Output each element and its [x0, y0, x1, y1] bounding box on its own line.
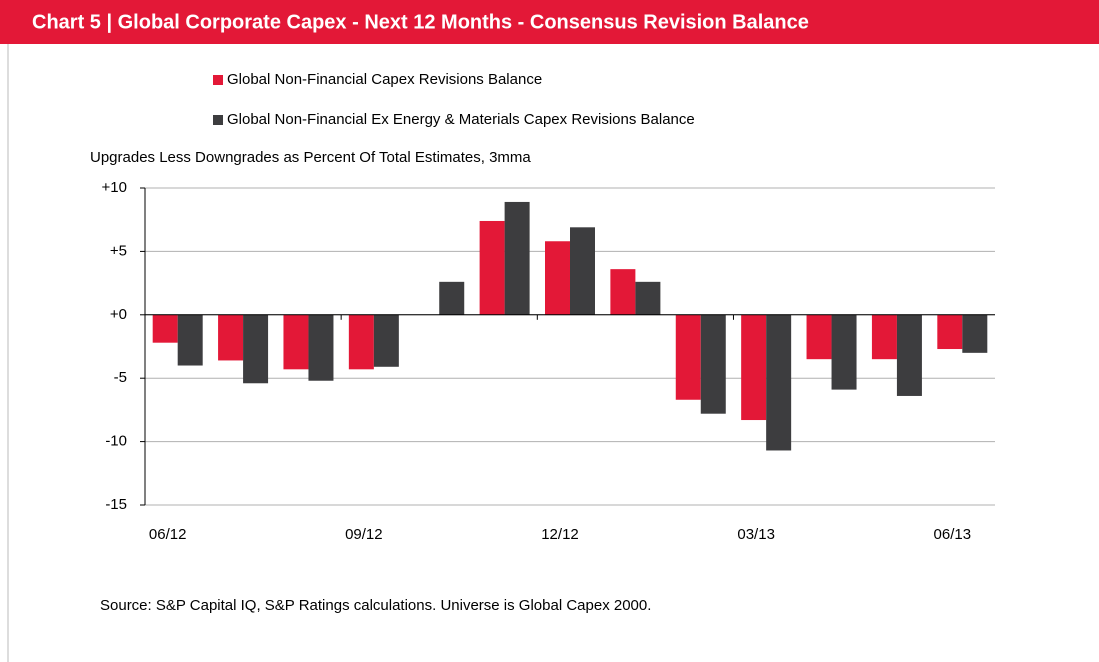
header-bar — [0, 0, 1099, 44]
bar — [635, 281, 661, 315]
bar — [831, 314, 857, 390]
x-tick-label: 06/12 — [149, 526, 187, 543]
chart-title: Chart 5 | Global Corporate Capex - Next … — [32, 11, 809, 33]
bar — [373, 314, 399, 367]
bar — [937, 314, 963, 350]
bar — [177, 314, 203, 366]
bar — [741, 314, 767, 421]
bar — [479, 220, 505, 315]
x-tick-label: 06/13 — [934, 526, 972, 543]
bar — [218, 314, 244, 361]
bar — [243, 314, 269, 384]
legend-swatch — [213, 75, 223, 85]
x-tick-label: 12/12 — [541, 526, 579, 543]
bar — [896, 314, 922, 396]
bar — [675, 314, 701, 400]
bar — [545, 241, 570, 315]
y-tick-label: +10 — [102, 179, 127, 196]
y-tick-label: -10 — [105, 433, 127, 450]
source-note: Source: S&P Capital IQ, S&P Ratings calc… — [100, 597, 651, 614]
bar — [962, 314, 988, 353]
legend-label: Global Non-Financial Ex Energy & Materia… — [227, 111, 695, 128]
x-tick-label: 03/13 — [737, 526, 775, 543]
bar — [806, 314, 832, 360]
y-tick-label: -15 — [105, 496, 127, 513]
bar — [439, 281, 465, 315]
bar — [308, 314, 334, 381]
legend-label: Global Non-Financial Capex Revisions Bal… — [227, 71, 542, 88]
bar — [871, 314, 897, 360]
y-tick-label: +0 — [110, 306, 127, 323]
y-axis-label: Upgrades Less Downgrades as Percent Of T… — [90, 149, 531, 166]
y-tick-label: -5 — [114, 369, 127, 386]
bar — [504, 201, 530, 315]
bar — [283, 314, 309, 370]
bar — [610, 269, 636, 315]
bar — [570, 227, 595, 315]
bar — [152, 314, 178, 343]
bar — [700, 314, 726, 414]
y-tick-label: +5 — [110, 242, 127, 259]
bar — [348, 314, 374, 370]
legend-swatch — [213, 115, 223, 125]
x-tick-label: 09/12 — [345, 526, 383, 543]
bar — [766, 314, 792, 451]
